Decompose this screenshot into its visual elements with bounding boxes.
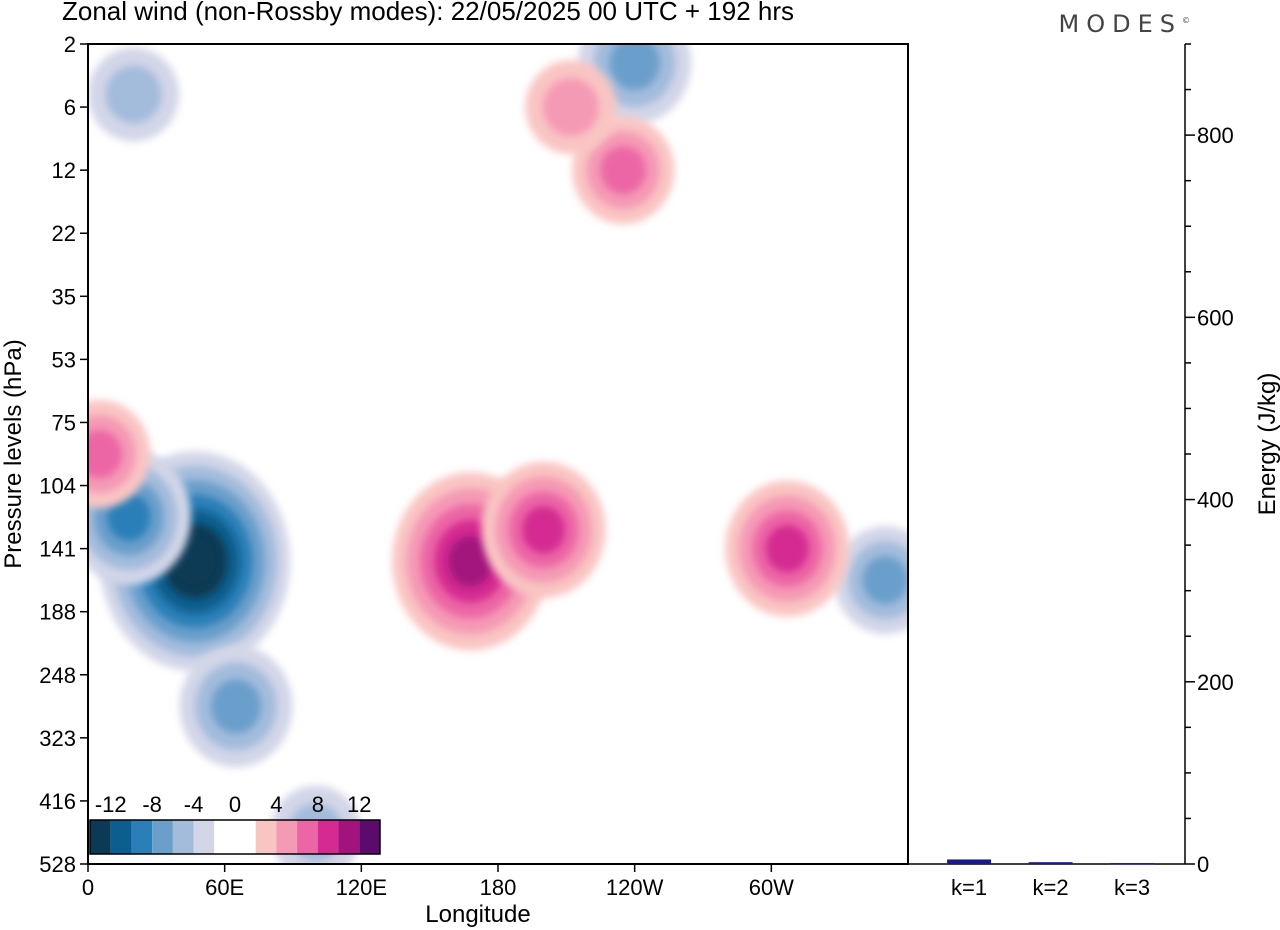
contour-level-4-3: [862, 556, 908, 605]
x-tick-label: 120W: [606, 875, 664, 900]
chart-title: Zonal wind (non-Rossby modes): 22/05/202…: [62, 0, 794, 26]
y-tick-label: 2: [64, 32, 76, 57]
energy-bar: [1110, 863, 1155, 865]
colorbar-swatch: [193, 820, 215, 854]
colorbar-swatch: [235, 820, 256, 854]
colorbar-swatch: [317, 820, 339, 854]
x-tick-label: 60W: [749, 875, 794, 900]
colorbar-swatch: [255, 820, 277, 854]
y-tick-label: 141: [39, 537, 76, 562]
y-tick-label: 53: [52, 347, 76, 372]
energy-tick-label: 0: [1197, 852, 1209, 877]
energy-category-label: k=3: [1114, 875, 1150, 900]
x-tick-label: 0: [82, 875, 94, 900]
energy-bar: [947, 859, 992, 864]
colorbar-label: 0: [229, 792, 241, 817]
contour-level-5-3: [609, 44, 660, 91]
colorbar-label: -4: [184, 792, 204, 817]
contour-level-8-4: [521, 505, 566, 554]
colorbar-label: 8: [312, 792, 324, 817]
colorbar-swatch: [276, 820, 298, 854]
y-axis-title: Pressure levels (hPa): [0, 339, 27, 568]
colorbar: -12 -8 -4 0 4 8 12: [89, 792, 381, 855]
colorbar-swatch: [172, 820, 194, 854]
y-tick-label: 35: [52, 284, 76, 309]
colorbar-swatch: [214, 820, 235, 854]
contour-level-10-3: [600, 146, 646, 195]
heatmap-contours: [88, 44, 908, 864]
energy-bar: [1028, 862, 1073, 864]
colorbar-swatch: [90, 820, 111, 854]
energy-category-label: k=2: [1033, 875, 1069, 900]
contour-level-0-7: [175, 538, 216, 585]
x-tick-label: 180: [480, 875, 517, 900]
colorbar-label: 12: [347, 792, 371, 817]
contour-level-9-4: [765, 524, 809, 573]
y-tick-label: 416: [39, 789, 76, 814]
contour-level-7-5: [448, 535, 494, 587]
colorbar-label: -8: [142, 792, 162, 817]
heatmap-panel: [87, 43, 909, 865]
contour-level-12-3: [88, 430, 123, 478]
y-tick-label: 104: [39, 474, 76, 499]
colorbar-swatch: [359, 820, 380, 854]
colorbar-frame: [89, 819, 381, 855]
colorbar-swatch: [152, 820, 173, 854]
colorbar-label: 4: [270, 792, 282, 817]
colorbar-swatch: [110, 820, 132, 854]
colorbar-swatch: [297, 820, 318, 854]
energy-tick-label: 600: [1197, 305, 1234, 330]
colorbar-swatch: [338, 820, 360, 854]
contour-level-1-4: [107, 493, 151, 541]
x-tick-label: 120E: [336, 875, 387, 900]
y-tick-label: 188: [39, 600, 76, 625]
y-tick-label: 528: [39, 852, 76, 877]
modes-logo: MODES©: [1058, 10, 1190, 38]
colorbar-label: -12: [95, 792, 127, 817]
x-axis-title: Longitude: [425, 901, 530, 928]
y-tick-label: 248: [39, 663, 76, 688]
colorbar-swatch: [131, 820, 153, 854]
energy-tick-label: 200: [1197, 670, 1234, 695]
energy-tick-label: 400: [1197, 488, 1234, 513]
energy-axis-title: Energy (J/kg): [1254, 373, 1280, 516]
contour-level-6-2: [105, 65, 162, 124]
y-tick-label: 323: [39, 726, 76, 751]
contour-level-11-2: [542, 78, 599, 136]
y-tick-label: 12: [52, 158, 76, 183]
x-tick-label: 60E: [205, 875, 244, 900]
energy-category-label: k=1: [951, 875, 987, 900]
y-tick-label: 22: [52, 221, 76, 246]
contour-level-2-3: [210, 679, 262, 734]
energy-panel: 0 200 400 600 800 Energy (J/kg) k=1 k=2 k=3: [908, 43, 1280, 900]
y-tick-label: 6: [64, 95, 76, 120]
energy-tick-label: 800: [1197, 123, 1234, 148]
y-tick-label: 75: [52, 410, 76, 435]
